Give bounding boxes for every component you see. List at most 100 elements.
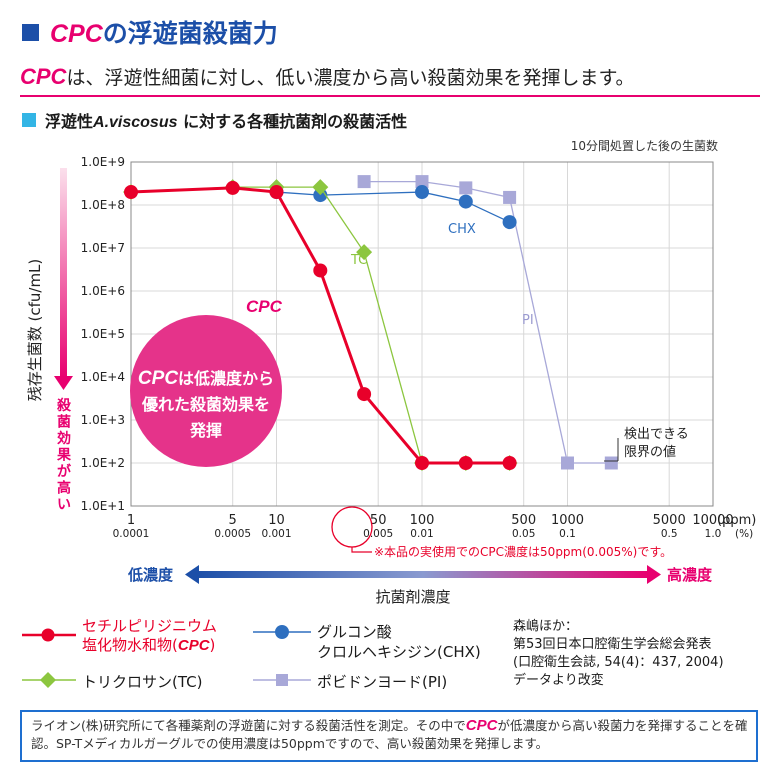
series-chx	[269, 185, 517, 230]
y-side-label-char: 高	[57, 480, 71, 497]
lead-text: CPCは、浮遊性細菌に対し、低い濃度から高い殺菌効果を発揮します。	[20, 63, 635, 90]
bubble-brand: CPC	[138, 368, 178, 389]
x-tick-label: 500	[511, 513, 536, 528]
x-tick-label: 10	[268, 513, 285, 528]
legend-cpc-line-1: セチルピリジニウム	[82, 617, 218, 635]
y-tick-label: 1.0E+9	[81, 155, 125, 169]
series-label-cpc: CPC	[246, 297, 283, 316]
actual-use-highlight	[331, 506, 373, 548]
legend-cpc-line-2-post: )	[209, 636, 216, 654]
title-text: の浮遊菌殺菌力	[102, 19, 278, 48]
footnote-box	[20, 710, 758, 762]
highlight-bubble	[130, 315, 282, 467]
y-side-label-char: い	[57, 497, 71, 513]
page-title: CPCの浮遊菌殺菌力	[50, 14, 278, 50]
concentration-arrow-bar	[197, 571, 649, 578]
footnote-pre: ライオン(株)研究所にて各種薬剤の浮遊菌に対する殺菌活性を測定。その中で	[31, 718, 466, 733]
concentration-arrow-left-icon	[185, 565, 199, 584]
y-side-label-char: 菌	[57, 414, 71, 431]
reference-line-2: 第53回日本口腔衛生学会総会発表	[513, 637, 712, 652]
x-tick-label: 5000	[653, 513, 686, 528]
series-line-chx	[276, 191, 510, 223]
subtitle-square-icon	[22, 113, 36, 127]
y-side-label-char: 果	[56, 448, 72, 464]
high-concentration-label: 高濃度	[667, 566, 713, 584]
actual-use-leader	[351, 547, 372, 553]
data-point-cpc	[124, 185, 138, 200]
subtitle-post: に対する各種抗菌剤の殺菌活性	[177, 112, 408, 131]
legend-cpc-line-2: 塩化物水和物(CPC)	[82, 636, 217, 655]
data-point-cpc	[357, 387, 372, 402]
legend-tc-label: トリクロサン(TC)	[82, 673, 203, 691]
y-side-label-char: が	[57, 463, 72, 480]
data-point-cpc	[458, 456, 473, 470]
x-tick-sublabel: 0.5	[661, 528, 678, 540]
subtitle-pre: 浮遊性	[45, 112, 94, 131]
legend-pi-label: ポビドンヨード(PI)	[317, 673, 448, 691]
data-point-pi	[503, 190, 517, 204]
x-tick-label: 50	[370, 513, 387, 528]
reference-citation: 森嶋ほか： 第53回日本口腔衛生学会総会発表 (口腔衛生会誌, 54(4)：43…	[513, 618, 724, 690]
legend-chx-label: グルコン酸 クロルヘキシジン(CHX)	[317, 622, 481, 662]
legend-pi-marker	[276, 674, 288, 686]
x-tick-label: 1000	[551, 513, 584, 528]
x-tick-sublabel: 1.0	[705, 528, 722, 540]
chart-note: 10分間処置した後の生菌数	[571, 138, 718, 153]
bubble-line-3: 発揮	[189, 421, 222, 440]
low-concentration-label: 低濃度	[127, 566, 174, 584]
series-line-cpc	[130, 186, 510, 465]
y-axis-label: 残存生菌数 (cfu/mL)	[26, 259, 44, 402]
x-tick-sublabel: 0.1	[559, 528, 576, 540]
actual-use-note: ※本品の実使用でのCPC濃度は50ppm(0.005%)です。	[374, 544, 672, 559]
series-line-pi	[364, 180, 612, 464]
data-point-chx	[458, 194, 473, 209]
bubble-line-1: CPCは低濃度から	[138, 368, 274, 389]
data-point-chx	[502, 215, 517, 230]
data-point-tc	[312, 179, 329, 196]
chart-title: 浮遊性A.viscosus に対する各種抗菌剤の殺菌活性	[45, 108, 407, 132]
x-tick-label: 5	[229, 513, 237, 528]
x-tick-label: 10000	[692, 513, 733, 528]
series-cpc	[124, 180, 517, 470]
legend-chx-line-2: クロルヘキシジン(CHX)	[317, 643, 481, 661]
y-arrow-head-icon	[54, 376, 73, 390]
lead-brand: CPC	[20, 64, 67, 89]
series-label-chx: CHX	[448, 222, 476, 237]
y-arrow-bar	[60, 168, 67, 378]
y-tick-label: 1.0E+7	[81, 241, 125, 255]
data-point-pi	[561, 456, 574, 470]
series-label-tc: TC	[350, 253, 367, 268]
data-point-cpc	[502, 456, 517, 470]
legend-cpc-line-2-pre: 塩化物水和物(	[82, 636, 178, 654]
data-point-chx	[415, 185, 429, 200]
data-point-pi	[604, 456, 618, 470]
x-tick-label: 100	[410, 513, 435, 528]
title-square-icon	[22, 24, 39, 41]
reference-line-3: (口腔衛生会誌, 54(4)：437, 2004)	[513, 655, 724, 670]
x-tick-sublabel: 0.01	[410, 528, 433, 540]
reference-line-4: データより改変	[513, 673, 604, 688]
subtitle-organism: A.viscosus	[93, 114, 178, 131]
y-side-label-char: 効	[57, 430, 71, 447]
data-point-pi	[415, 175, 429, 189]
x-tick-sublabel: 0.0005	[214, 528, 251, 540]
x-unit-ppm: (ppm)	[717, 513, 756, 528]
legend-cpc-brand: CPC	[177, 637, 210, 654]
footnote-post: が低濃度から高い殺菌力を発揮することを確認。SP-Tメディカルガーグルでの使用濃…	[31, 718, 748, 751]
plot-frame	[130, 161, 714, 507]
y-tick-label: 1.0E+5	[81, 327, 125, 341]
lead-divider	[20, 95, 760, 97]
limit-label-2: 限界の値	[624, 444, 676, 460]
legend-cpc-marker	[41, 628, 55, 642]
y-tick-label: 1.0E+2	[81, 456, 125, 470]
title-brand: CPC	[50, 20, 103, 48]
x-unit-percent: (%)	[735, 528, 753, 540]
data-point-cpc	[313, 263, 328, 278]
data-point-cpc	[225, 180, 240, 195]
concentration-arrow-right-icon	[647, 565, 661, 584]
data-point-pi	[357, 175, 371, 189]
legend-tc-marker	[40, 672, 56, 688]
data-point-cpc	[269, 185, 284, 200]
